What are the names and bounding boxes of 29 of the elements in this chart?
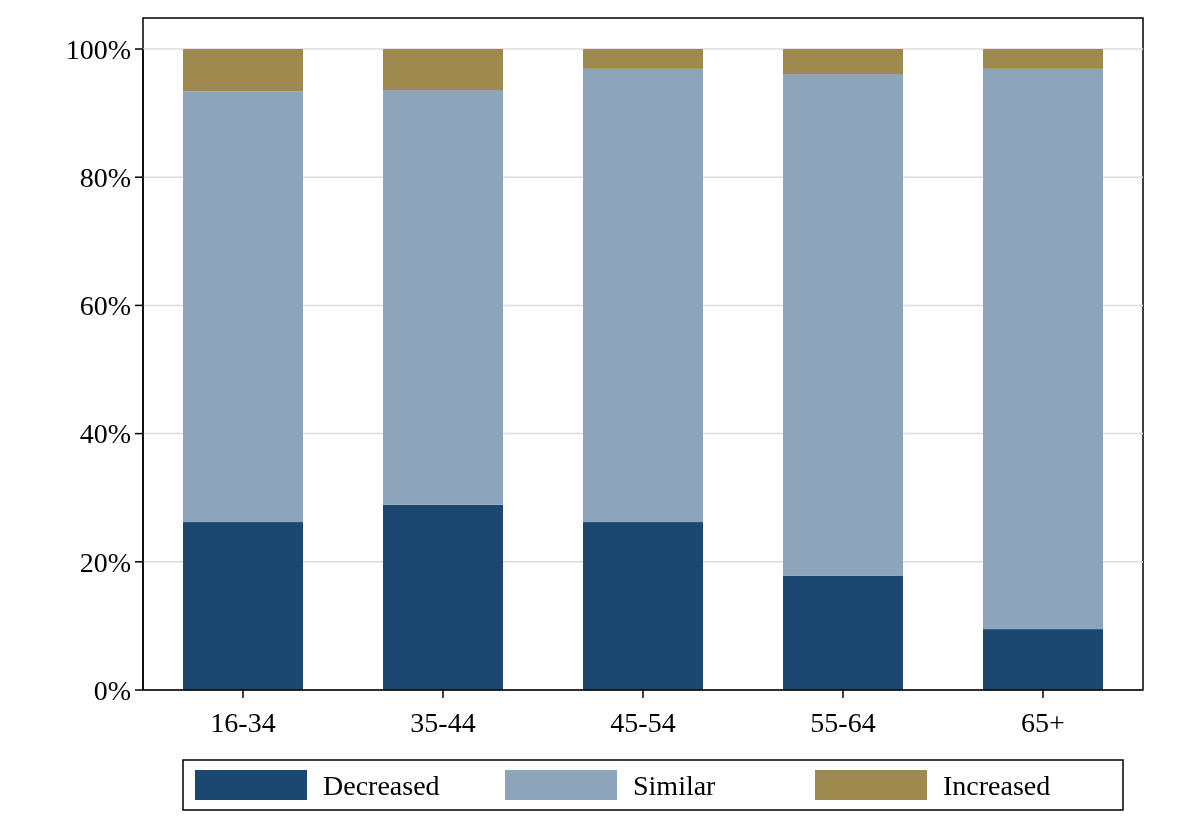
bar bbox=[783, 74, 903, 576]
bar bbox=[783, 575, 903, 690]
bar bbox=[583, 522, 703, 690]
legend-label: Increased bbox=[943, 770, 1051, 801]
y-tick-label: 80% bbox=[79, 162, 131, 193]
y-tick-label: 60% bbox=[79, 290, 131, 322]
bar bbox=[383, 49, 503, 91]
legend-label: Decreased bbox=[323, 770, 440, 801]
bar bbox=[183, 49, 303, 92]
bar bbox=[583, 68, 703, 523]
bar bbox=[583, 49, 703, 69]
y-tick-label: 100% bbox=[65, 33, 131, 65]
bar bbox=[183, 522, 303, 690]
bar bbox=[383, 90, 503, 505]
bar bbox=[983, 629, 1103, 690]
bar bbox=[383, 504, 503, 690]
x-tick-label: 16-34 bbox=[210, 707, 276, 738]
legend-label: Similar bbox=[633, 770, 717, 801]
bar bbox=[783, 49, 903, 74]
y-tick-label: 40% bbox=[79, 418, 131, 450]
bar bbox=[983, 68, 1103, 630]
x-tick-label: 65+ bbox=[1021, 707, 1065, 738]
x-tick-label: 45-54 bbox=[610, 707, 676, 738]
x-tick-label: 35-44 bbox=[410, 707, 476, 738]
bar bbox=[183, 91, 303, 523]
y-tick-label: 20% bbox=[79, 546, 131, 578]
x-tick-label: 55-64 bbox=[810, 707, 876, 738]
bar bbox=[983, 49, 1103, 69]
y-tick-label: 0% bbox=[93, 674, 131, 706]
